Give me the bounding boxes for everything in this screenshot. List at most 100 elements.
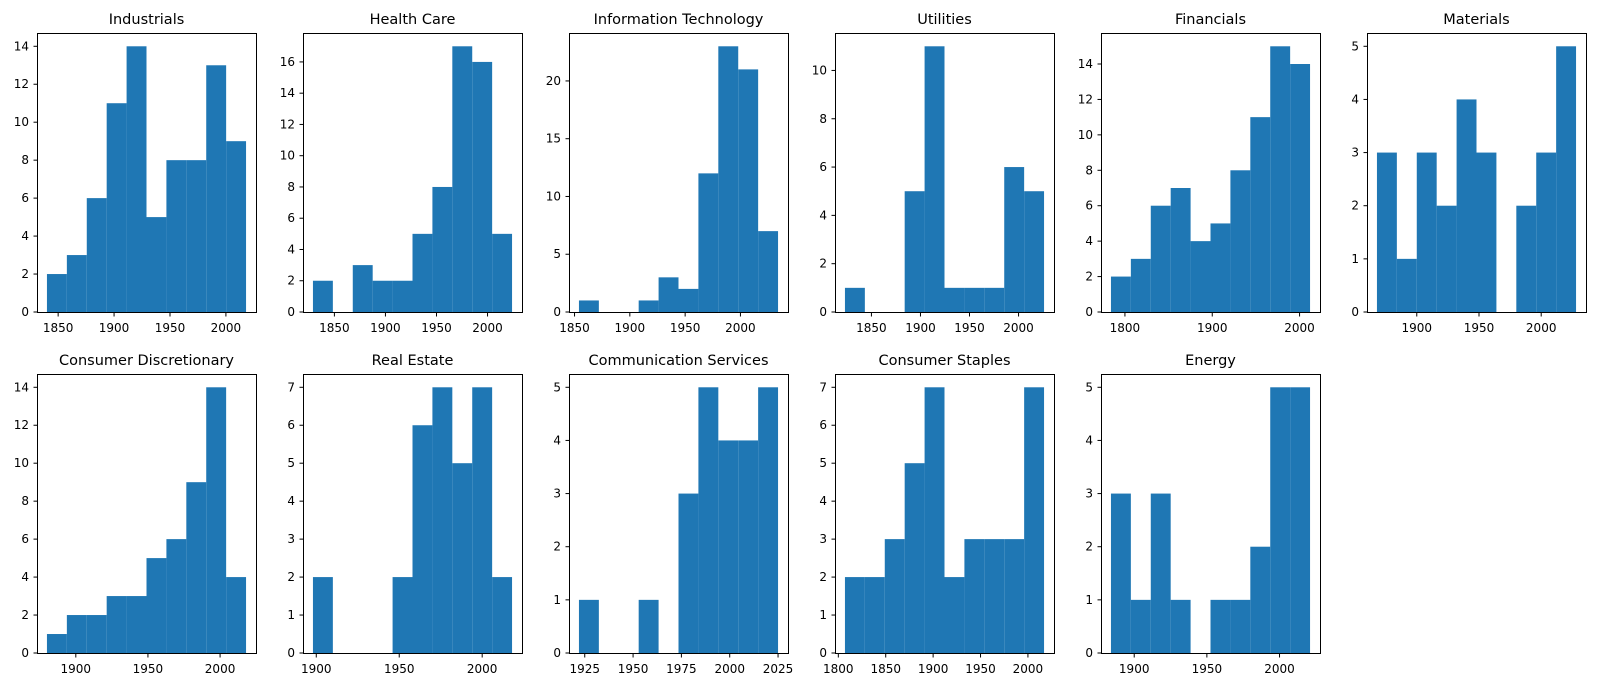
y-tick-label: 4 (21, 570, 29, 584)
histogram-bar (758, 231, 779, 312)
y-tick-label: 10 (280, 149, 295, 163)
y-tick-label: 12 (14, 418, 29, 432)
x-tick-label: 1900 (615, 321, 646, 335)
histogram-bar (658, 277, 679, 312)
histogram-bar (638, 300, 659, 312)
x-tick-label: 1950 (384, 662, 415, 676)
y-tick-label: 8 (287, 180, 295, 194)
y-tick-label: 4 (1085, 433, 1093, 447)
subplot-real-estate: 0 1 2 3 4 5 6 7 1900 1950 2000 Real Estate (266, 341, 532, 682)
x-tick-label: 2000 (472, 321, 503, 335)
histogram-bar (1270, 387, 1291, 653)
chart-title: Communication Services (588, 353, 768, 369)
y-tick-label: 4 (287, 494, 295, 508)
y-tick-label: 6 (1085, 199, 1093, 213)
y-tick-label: 7 (819, 380, 827, 394)
x-tick-label: 1850 (870, 662, 901, 676)
chart-title: Consumer Staples (878, 353, 1010, 369)
x-tick-label: 1800 (1110, 321, 1141, 335)
histogram-bar (146, 558, 167, 653)
histogram-bar (1290, 64, 1311, 312)
x-tick-label: 1900 (918, 662, 949, 676)
y-tick-label: 4 (819, 494, 827, 508)
y-tick-label: 3 (287, 532, 295, 546)
histogram-bar (718, 440, 739, 653)
y-tick-label: 2 (553, 540, 561, 554)
histogram-bar (1536, 152, 1557, 312)
x-tick-label: 1900 (99, 321, 130, 335)
histogram-bar (66, 615, 87, 653)
y-tick-label: 14 (14, 380, 29, 394)
x-tick-label: 2000 (211, 321, 242, 335)
y-tick-label: 1 (553, 593, 561, 607)
y-tick-label: 8 (819, 112, 827, 126)
y-tick-label: 1 (1351, 252, 1359, 266)
histogram-bar (578, 599, 599, 653)
histogram-bar (944, 287, 965, 312)
y-tick-label: 6 (21, 532, 29, 546)
y-tick-label: 0 (21, 305, 29, 319)
subplot-utilities: 0 2 4 6 8 10 1850 1900 1950 2000 Utilities (798, 0, 1064, 375)
y-tick-label: 1 (1085, 593, 1093, 607)
y-tick-label: 20 (546, 74, 561, 88)
y-tick-label: 8 (1085, 163, 1093, 177)
x-tick-label: 2000 (205, 662, 236, 676)
histogram-bar (1456, 99, 1477, 313)
histogram-bar (718, 46, 739, 312)
histogram-bar (206, 65, 227, 313)
histogram-bar (1170, 599, 1191, 653)
histogram-bar (492, 233, 513, 312)
histogram-bar (186, 482, 207, 653)
chart-title: Utilities (917, 12, 972, 28)
y-tick-label: 5 (1085, 380, 1093, 394)
histogram-bar (844, 577, 865, 653)
subplot-canvas-health-care: 0 2 4 6 8 10 12 14 16 1850 1900 1950 2000 Health Care (280, 12, 523, 335)
histogram-bar (126, 596, 147, 653)
x-tick-label: 1975 (666, 662, 697, 676)
subplot-industrials: 0 2 4 6 8 10 12 14 1850 1900 1950 2000 Industrials (0, 0, 266, 375)
y-tick-label: 8 (21, 153, 29, 167)
histogram-bar (312, 280, 333, 312)
subplot-consumer-staples: 0 1 2 3 4 5 6 7 1800 1850 1900 1950 2000 Consumer Sta… (798, 341, 1064, 682)
y-tick-label: 5 (819, 456, 827, 470)
subplot-health-care: 0 2 4 6 8 10 12 14 16 1850 1900 1950 2000 Health Care (266, 0, 532, 375)
chart-title: Information Technology (594, 12, 764, 28)
histogram-bar (392, 280, 413, 312)
histogram-bar (1230, 599, 1251, 653)
x-tick-label: 1900 (301, 662, 332, 676)
y-tick-label: 0 (1085, 305, 1093, 319)
histogram-bar (578, 300, 599, 312)
y-tick-label: 2 (21, 608, 29, 622)
histogram-bar (984, 539, 1005, 653)
x-tick-label: 2000 (1526, 321, 1557, 335)
x-tick-label: 2000 (1284, 321, 1315, 335)
subplot-canvas-information-technology: 0 5 10 15 20 1850 1900 1950 2000 Information Tech… (546, 12, 789, 335)
subplot-canvas-financials: 0 2 4 6 8 10 12 14 1800 1900 2000 Financials (1078, 12, 1321, 335)
histogram-bar (1004, 539, 1025, 653)
plot-border (569, 33, 789, 313)
subplot-canvas-energy: 0 1 2 3 4 5 1900 1950 2000 Energy (1085, 353, 1321, 676)
y-tick-label: 5 (553, 247, 561, 261)
y-tick-label: 12 (1078, 92, 1093, 106)
x-tick-label: 2000 (1264, 662, 1295, 676)
histogram-bar (472, 61, 493, 312)
histogram-bar (412, 233, 433, 312)
plot-border (1367, 33, 1587, 313)
histogram-bar (678, 288, 699, 312)
x-tick-label: 1925 (569, 662, 600, 676)
x-tick-label: 1900 (370, 321, 401, 335)
y-tick-label: 5 (287, 456, 295, 470)
histogram-bar (1190, 241, 1211, 312)
histogram-bar (758, 387, 779, 653)
y-tick-label: 3 (819, 532, 827, 546)
plot-border (835, 374, 1055, 654)
histogram-bar (46, 274, 67, 312)
y-tick-label: 8 (21, 494, 29, 508)
y-tick-label: 1 (819, 608, 827, 622)
y-tick-label: 10 (546, 189, 561, 203)
histogram-bar (206, 387, 227, 653)
y-tick-label: 0 (1085, 646, 1093, 660)
y-tick-label: 2 (1085, 540, 1093, 554)
y-tick-label: 0 (1351, 305, 1359, 319)
